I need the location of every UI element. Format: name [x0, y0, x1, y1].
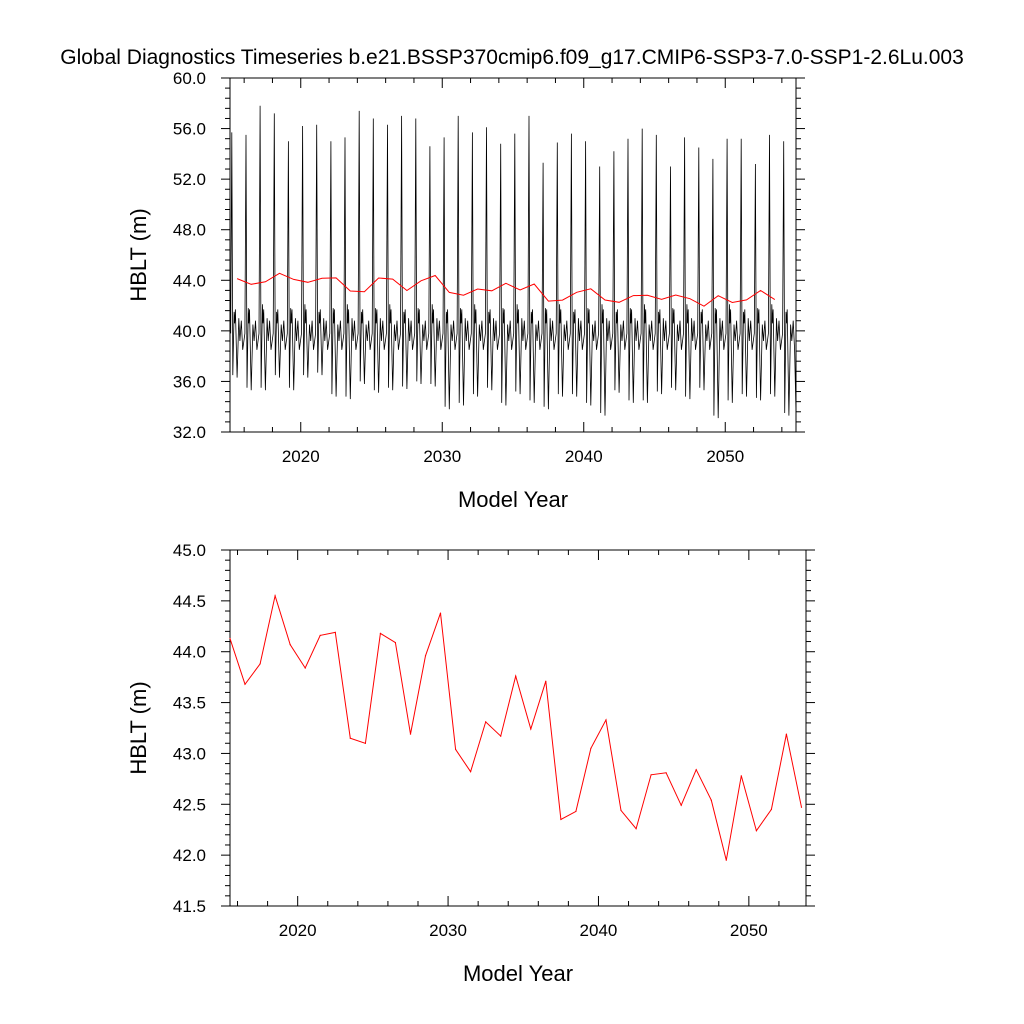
x-tick-label: 2040: [580, 921, 618, 940]
data-point: [229, 637, 231, 640]
bottom-panel: 2020 2030 2040 2050 41.5 42.0 42.5 43.0 43.5 44.0…: [126, 541, 815, 986]
y-tick-label: 48.0: [173, 221, 206, 240]
y-tick-label: 56.0: [173, 120, 206, 139]
plot-frame: [229, 549, 807, 907]
data-point: [304, 667, 306, 669]
x-tick-label: 2020: [282, 447, 320, 466]
y-tick-label: 44.5: [173, 592, 206, 611]
y-tick-label: 52.0: [173, 170, 206, 189]
data-point: [455, 748, 457, 751]
x-tick-label: 2020: [279, 921, 317, 940]
top-panel: 2020 2030 2040 2050 32.0 36.0 40.0 44.0 48.0 52.0…: [126, 69, 805, 512]
data-point: [695, 769, 697, 771]
data-point: [500, 735, 502, 737]
y-tick-label: 36.0: [173, 372, 206, 391]
data-point: [439, 612, 442, 614]
y-tick-label: 43.5: [173, 694, 206, 713]
data-point: [530, 728, 532, 730]
data-point: [800, 806, 803, 808]
data-point: [394, 642, 396, 644]
x-tick-label: 2030: [423, 447, 461, 466]
data-point: [725, 859, 727, 861]
data-point: [635, 828, 637, 830]
data-point: [740, 775, 742, 777]
plot-frame: [229, 77, 797, 433]
y-tick-label: 44.0: [173, 271, 206, 290]
x-tick-label: 2050: [730, 921, 768, 940]
data-point: [409, 733, 412, 735]
y-tick-label: 60.0: [173, 69, 206, 88]
figure-title: Global Diagnostics Timeseries b.e21.BSSP…: [60, 46, 964, 69]
data-point: [424, 655, 427, 657]
data-point: [590, 747, 592, 749]
data-point: [485, 721, 487, 723]
y-tick-label: 44.0: [173, 643, 206, 662]
x-tick-label: 2030: [429, 921, 467, 940]
data-point: [710, 799, 712, 801]
data-point: [289, 644, 291, 646]
data-point: [755, 830, 758, 832]
data-point: [560, 818, 562, 821]
data-point: [259, 663, 261, 665]
annual-mean-line: [236, 272, 776, 307]
y-tick-label: 41.5: [173, 897, 206, 916]
data-point: [785, 733, 788, 735]
data-point: [605, 719, 607, 721]
y-tick-label: 42.0: [173, 846, 206, 865]
data-point: [244, 683, 246, 685]
x-tick-label: 2050: [706, 447, 744, 466]
data-point: [620, 809, 622, 812]
x-tick-label: 2040: [565, 447, 603, 466]
x-axis-label: Model Year: [458, 487, 568, 512]
data-point: [545, 680, 547, 682]
data-point: [575, 810, 577, 813]
y-tick-label: 43.0: [173, 744, 206, 763]
data-point: [650, 774, 652, 776]
data-point: [770, 808, 773, 811]
y-axis-label: HBLT (m): [126, 208, 151, 301]
data-point: [680, 804, 682, 806]
annual-mean-line: [230, 593, 802, 861]
y-tick-label: 45.0: [173, 541, 206, 560]
data-point: [274, 595, 276, 597]
x-axis-label: Model Year: [463, 961, 573, 986]
data-point: [665, 772, 667, 774]
data-point: [379, 632, 381, 635]
data-point: [334, 631, 336, 634]
y-tick-label: 32.0: [173, 423, 206, 442]
data-point: [319, 634, 321, 637]
data-point: [349, 737, 351, 739]
data-point: [515, 675, 517, 677]
monthly-series-line: [230, 105, 796, 419]
y-tick-label: 42.5: [173, 795, 206, 814]
y-axis-label: HBLT (m): [126, 681, 151, 774]
data-point: [364, 742, 366, 744]
y-tick-label: 40.0: [173, 322, 206, 341]
data-point: [470, 771, 472, 773]
